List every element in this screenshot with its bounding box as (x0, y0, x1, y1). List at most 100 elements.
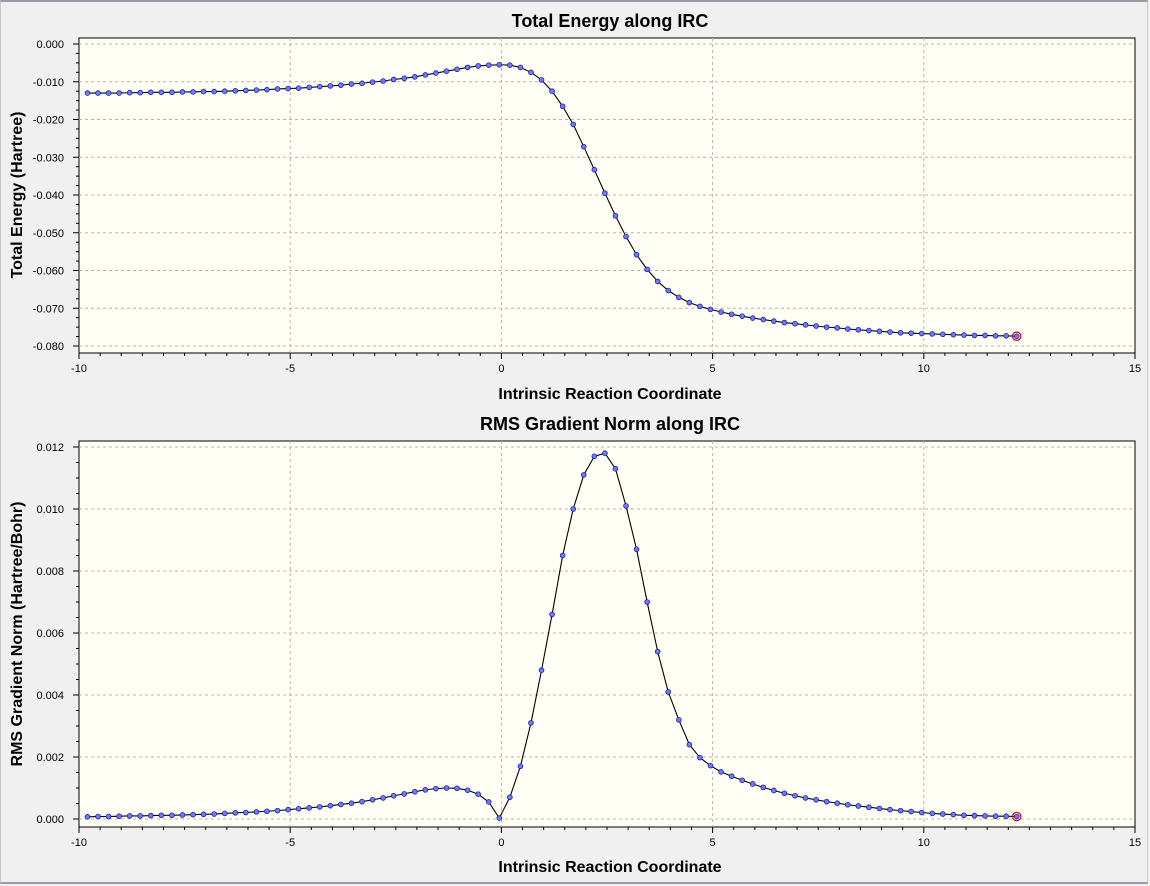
data-point (190, 811, 196, 818)
data-point (897, 329, 904, 336)
data-point (707, 306, 714, 313)
data-point (507, 62, 513, 68)
data-point (549, 88, 555, 94)
data-point (359, 798, 365, 805)
current-point-marker (1011, 811, 1022, 822)
data-point (676, 294, 682, 301)
data-point (781, 319, 788, 326)
rms-gradient-chart: RMS Gradient Norm along IRC -10 -5 0 5 10 15 0… (9, 414, 1141, 876)
data-point (718, 769, 724, 775)
data-point (580, 143, 587, 150)
data-point (116, 90, 122, 96)
data-point (485, 62, 492, 68)
data-point (496, 61, 503, 68)
y-tick-label: 0.000 (36, 39, 64, 51)
data-point (359, 80, 365, 87)
data-point (707, 762, 714, 769)
y-axis-label: Total Energy (Hartree) (9, 112, 26, 279)
data-point (1003, 813, 1009, 820)
data-point (982, 813, 988, 819)
data-point (623, 503, 629, 509)
data-point (612, 465, 619, 472)
data-point (316, 83, 323, 90)
y-axis-label: RMS Gradient Norm (Hartree/Bohr) (9, 502, 26, 767)
data-point (844, 326, 851, 332)
data-point (221, 810, 228, 817)
data-point (422, 787, 429, 793)
data-point (686, 299, 693, 306)
data-point (887, 806, 893, 813)
data-point (728, 311, 735, 318)
data-point (908, 808, 914, 815)
data-point (211, 811, 217, 817)
data-point (739, 313, 745, 319)
data-point (591, 453, 598, 460)
data-point (306, 84, 313, 91)
data-point (179, 812, 186, 818)
data-point (633, 251, 640, 258)
data-point (718, 309, 724, 315)
data-point (380, 795, 386, 801)
x-tick-label: 5 (710, 837, 716, 849)
data-point (665, 287, 672, 294)
data-point (1003, 333, 1009, 339)
data-point (84, 814, 91, 820)
current-point-marker (1011, 331, 1022, 341)
data-point (654, 648, 661, 655)
data-point (570, 121, 577, 128)
chart-title: RMS Gradient Norm along IRC (480, 414, 740, 434)
data-point (855, 803, 862, 809)
data-point (992, 813, 999, 820)
data-point (517, 64, 524, 71)
data-point (644, 266, 650, 273)
x-tick-label: 15 (1129, 363, 1141, 375)
data-point (823, 324, 830, 330)
data-point (295, 805, 302, 812)
data-point (1013, 333, 1020, 339)
data-point (929, 331, 936, 337)
data-point (633, 546, 640, 553)
data-point (855, 326, 862, 333)
y-tick-label: 0.002 (36, 752, 64, 764)
data-point (559, 103, 566, 110)
data-point (760, 316, 767, 323)
data-point (179, 89, 186, 95)
data-point (348, 800, 355, 806)
data-point (982, 332, 988, 339)
y-tick-label: -0.020 (33, 115, 64, 127)
data-point (771, 787, 777, 794)
data-point (401, 791, 408, 797)
data-point (412, 74, 418, 80)
data-point (433, 70, 439, 76)
data-point (105, 90, 112, 96)
data-point (464, 787, 471, 793)
data-point (243, 809, 249, 816)
y-tick-label: -0.050 (33, 228, 64, 240)
data-point (992, 333, 999, 339)
data-points (84, 450, 1022, 822)
data-point (327, 802, 334, 809)
data-point (792, 792, 798, 799)
x-tick-label: -10 (71, 363, 87, 375)
data-point (749, 315, 756, 321)
data-point (918, 330, 925, 337)
data-point (369, 796, 376, 803)
data-point (485, 799, 492, 805)
data-point (169, 89, 175, 96)
data-point (749, 781, 756, 787)
data-point (623, 233, 629, 240)
data-point (264, 86, 270, 93)
data-point (274, 86, 281, 92)
data-point (866, 804, 872, 811)
data-point (369, 79, 376, 85)
data-point (802, 795, 809, 801)
data-point (844, 801, 851, 808)
data-point (1013, 813, 1020, 820)
axis-ticks (73, 43, 1136, 359)
data-point (728, 773, 735, 780)
data-point (528, 720, 534, 726)
data-point (771, 318, 777, 324)
data-point (232, 88, 239, 94)
x-tick-label: -5 (285, 363, 295, 375)
